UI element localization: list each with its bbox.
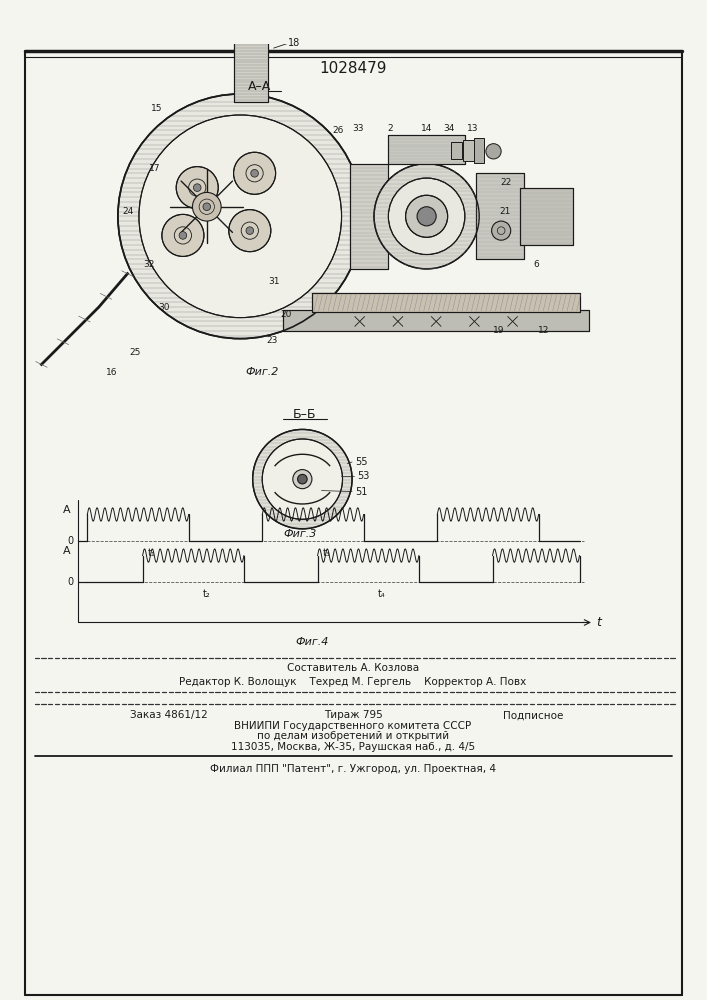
Text: 13: 13 [467,124,478,133]
Bar [284,310,589,331]
Circle shape [233,152,276,194]
Text: Фиг.4: Фиг.4 [296,637,329,647]
Text: Составитель А. Козлова: Составитель А. Козлова [287,663,419,673]
Circle shape [176,167,218,209]
Ellipse shape [233,13,269,26]
Text: 1028479: 1028479 [320,61,387,76]
Text: 0: 0 [67,536,74,546]
Text: Подписное: Подписное [503,710,563,720]
Text: 55: 55 [355,457,368,467]
Circle shape [179,232,187,239]
Bar [520,188,573,245]
Text: t₁: t₁ [148,548,156,558]
Text: A: A [62,546,70,556]
Bar [350,164,388,269]
Text: Филиал ППП "Патент", г. Ужгород, ул. Проектная, 4: Филиал ППП "Патент", г. Ужгород, ул. Про… [210,764,496,774]
Text: 51: 51 [355,487,368,497]
Circle shape [491,221,510,240]
Circle shape [298,474,307,484]
Circle shape [139,115,341,318]
Circle shape [162,214,204,256]
Circle shape [388,178,464,255]
Bar [388,135,464,164]
Bar [450,142,462,159]
Bar [228,0,274,35]
Text: 22: 22 [501,178,512,187]
Text: 53: 53 [357,471,369,481]
Text: Тираж 795: Тираж 795 [324,710,382,720]
Text: t: t [596,616,601,629]
Text: 34: 34 [443,124,455,133]
Text: 33: 33 [352,124,363,133]
Circle shape [246,227,254,234]
Bar [228,0,274,35]
Text: 31: 31 [268,277,279,286]
Text: 25: 25 [129,348,141,357]
Circle shape [118,94,363,339]
Text: t₃: t₃ [323,548,331,558]
Text: 23: 23 [266,336,277,345]
Text: 2: 2 [387,124,393,133]
Text: 21: 21 [499,207,510,216]
Bar [520,188,573,245]
Text: 19: 19 [493,326,504,335]
Text: А–А: А–А [247,80,271,93]
Circle shape [293,470,312,489]
Bar [284,310,589,331]
Text: ВНИИПИ Государственного комитета СССР: ВНИИПИ Государственного комитета СССР [235,721,472,731]
Text: 12: 12 [537,326,549,335]
Text: Б–Б: Б–Б [293,408,316,421]
Text: A: A [62,505,70,515]
Circle shape [486,144,501,159]
Text: 16: 16 [105,368,117,377]
Text: 20: 20 [281,310,292,319]
Text: 26: 26 [332,126,344,135]
Circle shape [192,192,221,221]
Text: 113035, Москва, Ж-35, Раушская наб., д. 4/5: 113035, Москва, Ж-35, Раушская наб., д. … [231,742,475,752]
Circle shape [262,439,342,519]
Bar [233,33,268,102]
Bar [312,293,580,312]
Text: 0: 0 [67,577,74,587]
Text: Фиг.2: Фиг.2 [245,367,279,377]
Text: 18: 18 [288,38,300,48]
Text: Заказ 4861/12: Заказ 4861/12 [130,710,208,720]
Circle shape [203,203,211,211]
Bar [477,173,524,259]
Circle shape [251,169,258,177]
Circle shape [252,429,352,529]
Ellipse shape [233,21,269,29]
Bar [463,140,477,161]
Bar [233,33,268,102]
Text: 30: 30 [158,303,170,312]
Circle shape [406,195,448,237]
Text: Фиг.3: Фиг.3 [284,529,317,539]
Text: 24: 24 [123,207,134,216]
Text: Редактор К. Волощук    Техред М. Гергель    Корректор А. Повх: Редактор К. Волощук Техред М. Гергель Ко… [180,677,527,687]
Text: 32: 32 [144,260,155,269]
Text: 14: 14 [421,124,432,133]
Circle shape [229,210,271,252]
Circle shape [374,164,479,269]
Text: t₂: t₂ [203,589,211,599]
Text: 6: 6 [534,260,539,269]
Bar [350,164,388,269]
Circle shape [417,207,436,226]
Bar [477,173,524,259]
Text: 15: 15 [151,104,163,113]
Bar [312,293,580,312]
Text: по делам изобретений и открытий: по делам изобретений и открытий [257,731,449,741]
Text: t₄: t₄ [378,589,386,599]
Bar [474,138,484,163]
Text: 17: 17 [148,164,160,173]
Bar [388,135,464,164]
Circle shape [194,184,201,191]
